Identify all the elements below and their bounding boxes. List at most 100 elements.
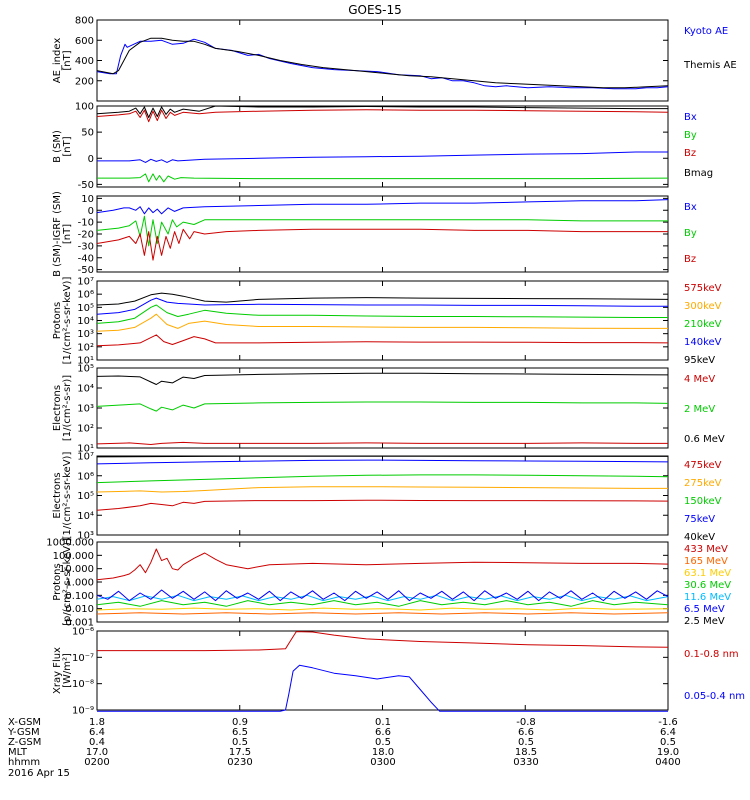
panel-electrons_low: 10⁷ 10⁶ 10⁵ 10⁴ 10³ Electrons [1/(cm²-s-sr-keV… bbox=[52, 452, 722, 544]
series-line-11-6-mev bbox=[96, 594, 669, 602]
orbit-row-value: -1.6 bbox=[658, 717, 678, 728]
legend-entry: 150keV bbox=[684, 496, 722, 507]
panel-frame bbox=[96, 195, 669, 273]
panel-frame bbox=[96, 367, 669, 449]
orbit-row-value: 0.9 bbox=[232, 717, 248, 728]
y-tick-label: 10⁻⁷ bbox=[72, 653, 94, 664]
y-axis-label: [W/m²] bbox=[62, 653, 73, 688]
legend-entry: Bx bbox=[684, 202, 697, 213]
orbit-row-label: Z-GSM bbox=[8, 737, 41, 748]
orbit-row-value: 18.5 bbox=[515, 747, 537, 758]
series-line-40kev bbox=[96, 455, 668, 458]
y-tick-label: 10⁴ bbox=[77, 511, 94, 522]
y-tick-label: 10⁶ bbox=[77, 290, 94, 301]
legend-entry: Bx bbox=[684, 112, 697, 123]
panel-frame bbox=[96, 19, 669, 102]
orbit-row-value: 6.4 bbox=[660, 727, 676, 738]
panel-ae: 800 600 400 200 AE_index [nT] Kyoto AE Themis A… bbox=[52, 16, 737, 102]
legend-entry: Bz bbox=[684, 148, 696, 159]
orbit-row-value: 17.0 bbox=[86, 747, 108, 758]
legend-entry: 2.5 MeV bbox=[684, 616, 725, 627]
legend-entry: Themis AE bbox=[683, 60, 737, 71]
y-tick-label: 400 bbox=[75, 56, 94, 67]
legend-entry: 575keV bbox=[684, 283, 722, 294]
y-tick-label: 10³ bbox=[77, 531, 94, 542]
panel-protons_high: 1000.000 100.000 10.000 1.000 0.100 0.010 0.00… bbox=[46, 538, 731, 629]
orbit-info-footer: X-GSM 1.8 0.9 0.1 -0.8 -1.6 Y-GSM 6.4 6.5 6.6 6.6 6… bbox=[7, 717, 681, 779]
orbit-row-value: 6.5 bbox=[232, 727, 248, 738]
legend-entry: 475keV bbox=[684, 460, 722, 471]
series-line-by bbox=[97, 173, 669, 183]
series-line-75kev bbox=[96, 459, 669, 465]
y-tick-label: 10⁻⁹ bbox=[72, 706, 94, 717]
series-line-bx bbox=[96, 199, 669, 215]
panel-electrons_high: 10⁵ 10⁴ 10³ 10² 10¹ Electrons [1/(cm²-s-sr)] 4 … bbox=[52, 364, 725, 455]
y-tick-label: -50 bbox=[78, 265, 94, 276]
y-axis-label: [p/(cm²-s-sr-keV)] bbox=[62, 538, 73, 626]
legend-entry: 0.1-0.8 nm bbox=[684, 649, 739, 660]
y-tick-label: 0.010 bbox=[65, 604, 94, 615]
y-tick-label: 10⁷ bbox=[77, 452, 94, 463]
orbit-row-value: 17.5 bbox=[229, 747, 251, 758]
legend-entry: 11.6 MeV bbox=[684, 592, 731, 603]
y-tick-label: 1000.000 bbox=[46, 538, 94, 549]
y-tick-label: 10³ bbox=[77, 329, 94, 340]
legend-entry: 6.5 MeV bbox=[684, 604, 725, 615]
orbit-row-value: 0400 bbox=[655, 757, 680, 768]
orbit-row-value: 0230 bbox=[227, 757, 252, 768]
orbit-row-label: Y-GSM bbox=[7, 727, 40, 738]
legend-entry: 275keV bbox=[684, 478, 722, 489]
legend-entry: Bz bbox=[684, 254, 696, 265]
y-tick-label: -20 bbox=[78, 230, 94, 241]
series-line-2-mev bbox=[96, 401, 669, 412]
y-axis-label: B (SM) bbox=[52, 130, 63, 163]
orbit-row-value: 0300 bbox=[370, 757, 395, 768]
series-line-6-5-mev bbox=[96, 589, 669, 602]
series-line-63-1-mev bbox=[96, 607, 669, 611]
legend-entry: 165 MeV bbox=[684, 556, 728, 567]
orbit-row-label: X-GSM bbox=[8, 717, 41, 728]
panel-frame bbox=[96, 105, 669, 188]
legend-entry: Kyoto AE bbox=[684, 26, 728, 37]
y-tick-label: 10 bbox=[81, 194, 94, 205]
legend-entry: 0.05-0.4 nm bbox=[684, 691, 745, 702]
series-line-30-6-mev bbox=[96, 600, 669, 607]
y-axis-label: AE_index bbox=[52, 38, 63, 84]
orbit-row-label: MLT bbox=[8, 747, 28, 758]
legend-entry: 30.6 MeV bbox=[684, 580, 731, 591]
legend-entry: 433 MeV bbox=[684, 544, 728, 555]
y-tick-label: 10⁵ bbox=[77, 303, 94, 314]
y-tick-label: 10⁴ bbox=[77, 384, 94, 395]
orbit-row-value: 0330 bbox=[513, 757, 538, 768]
y-axis-label: B (SM)-IGRF (SM) bbox=[52, 191, 63, 277]
y-axis-label: [nT] bbox=[62, 50, 73, 70]
y-tick-label: -50 bbox=[78, 180, 94, 191]
series-line-bz bbox=[96, 228, 668, 261]
panel-frame bbox=[96, 541, 669, 623]
y-tick-label: 1.000 bbox=[65, 578, 94, 589]
series-line-0-05-0-4-nm bbox=[97, 664, 668, 712]
series-line-bz bbox=[96, 109, 669, 123]
series-line-themis-ae bbox=[96, 37, 669, 89]
orbit-row-value: 18.0 bbox=[372, 747, 394, 758]
legend-entry: 75keV bbox=[684, 514, 715, 525]
panel-xray: 10⁻⁶ 10⁻⁷ 10⁻⁸ 10⁻⁹ Xray Flux [W/m²] 0.1-0.8 n… bbox=[52, 627, 745, 717]
panel-bsm: 100 50 0 -50 B (SM) [nT] Bx By Bz Bmag bbox=[52, 102, 713, 191]
y-tick-label: 50 bbox=[81, 128, 94, 139]
legend-entry: Bmag bbox=[684, 168, 713, 179]
panel-frame bbox=[96, 455, 669, 536]
legend-entry: By bbox=[684, 228, 697, 239]
y-tick-label: 600 bbox=[75, 36, 94, 47]
series-line-4-mev bbox=[96, 441, 668, 445]
legend-entry: 140keV bbox=[684, 337, 722, 348]
legend-entry: 4 MeV bbox=[684, 374, 715, 385]
series-line-575kev bbox=[96, 334, 669, 347]
orbit-row-value: 0.4 bbox=[89, 737, 105, 748]
orbit-row-value: 6.6 bbox=[518, 727, 534, 738]
y-tick-label: 100.000 bbox=[53, 551, 94, 562]
series-line-95kev bbox=[96, 292, 669, 306]
y-tick-label: 10³ bbox=[77, 404, 94, 415]
panel-bigrf: 100-10-20-30-40-50 B (SM)-IGRF (SM) [nT] Bx… bbox=[52, 191, 697, 277]
y-axis-label: Electrons bbox=[52, 385, 63, 431]
